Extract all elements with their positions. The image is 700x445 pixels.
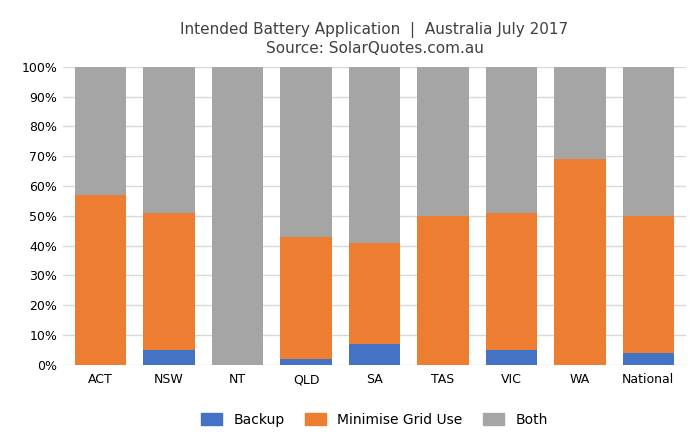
Bar [281, 237, 332, 359]
Bar [417, 67, 468, 216]
Bar [554, 67, 606, 159]
Bar [75, 67, 126, 195]
Bar [281, 67, 332, 237]
Bar [281, 359, 332, 365]
Bar [486, 350, 537, 365]
Bar [349, 67, 400, 243]
Bar [623, 67, 674, 216]
Bar [417, 216, 468, 365]
Bar [144, 213, 195, 350]
Bar [212, 67, 263, 365]
Title: Intended Battery Application  |  Australia July 2017
Source: SolarQuotes.com.au: Intended Battery Application | Australia… [181, 22, 568, 56]
Bar [554, 159, 606, 365]
Bar [486, 67, 537, 213]
Bar [144, 350, 195, 365]
Bar [623, 353, 674, 365]
Bar [486, 213, 537, 350]
Bar [75, 195, 126, 365]
Bar [623, 216, 674, 353]
Bar [349, 344, 400, 365]
Bar [144, 67, 195, 213]
Bar [349, 243, 400, 344]
Legend: Backup, Minimise Grid Use, Both: Backup, Minimise Grid Use, Both [196, 407, 553, 433]
